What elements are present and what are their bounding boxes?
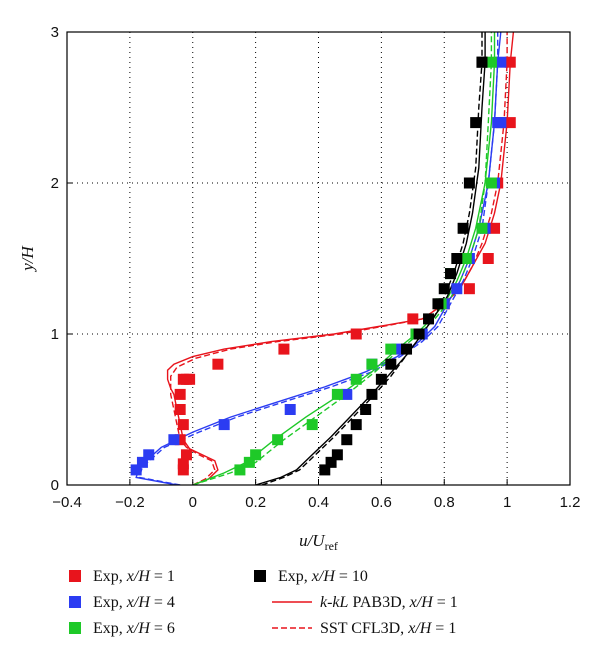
data-point (489, 222, 501, 234)
data-point (319, 464, 331, 476)
data-point (234, 464, 246, 476)
data-point (331, 388, 343, 400)
data-point (438, 283, 450, 295)
data-point (212, 358, 224, 370)
data-point (174, 404, 186, 415)
legend-label: k-kL PAB3D, x/H = 1 (320, 594, 458, 611)
data-point (184, 373, 196, 385)
legend-swatch (69, 622, 81, 634)
x-tick-label: 0.8 (434, 494, 455, 511)
data-point (432, 298, 444, 310)
data-point (350, 373, 362, 385)
data-point (168, 434, 180, 446)
data-point (341, 434, 353, 446)
legend: Exp, x/H = 1 Exp, x/H = 4 Exp, x/H = 6 Exp,… (69, 568, 458, 637)
legend-label: SST CFL3D, x/H = 1 (320, 620, 456, 637)
data-point (306, 419, 318, 431)
data-point (218, 419, 230, 431)
y-tick-label: 2 (51, 175, 59, 192)
data-point (495, 117, 507, 129)
legend-swatch (69, 570, 81, 582)
data-point (350, 419, 362, 431)
data-point (177, 464, 189, 476)
data-point (463, 177, 475, 189)
data-point (504, 117, 516, 129)
data-point (180, 449, 192, 461)
data-point (495, 56, 507, 68)
legend-label: Exp, x/H = 1 (93, 568, 175, 585)
y-tick-label: 0 (51, 477, 59, 494)
data-point (360, 404, 372, 415)
legend-label: Exp, x/H = 6 (93, 620, 175, 637)
data-point (177, 458, 189, 470)
legend-swatch (69, 596, 81, 608)
data-point (413, 328, 425, 340)
x-tick-label: 0 (189, 494, 197, 511)
x-tick-label: 0.2 (245, 494, 266, 511)
data-point (470, 117, 482, 129)
data-point (460, 253, 472, 264)
legend-label: Exp, x/H = 4 (93, 594, 175, 611)
data-point (391, 343, 403, 355)
x-tick-label: −0.2 (115, 494, 145, 511)
data-point (325, 456, 337, 468)
ticks: −0.4 −0.2 0 0.2 0.4 0.6 0.8 1 1.2 0 1 2 3 (51, 24, 581, 511)
data-point (482, 253, 494, 264)
data-point (366, 358, 378, 370)
data-point (476, 56, 488, 68)
legend-swatch (254, 570, 266, 582)
y-tick-label: 3 (51, 24, 59, 41)
data-point (504, 56, 516, 68)
data-point (174, 434, 186, 446)
data-point (451, 283, 463, 295)
x-tick-label: 1 (503, 494, 511, 511)
data-point (250, 449, 262, 461)
data-point (284, 404, 296, 415)
data-point (451, 253, 463, 264)
data-point (350, 328, 362, 340)
x-tick-label: 0.6 (371, 494, 392, 511)
series-line (192, 32, 496, 485)
data-point (463, 283, 475, 295)
data-point (407, 313, 419, 325)
data-point (485, 56, 497, 68)
x-tick-label: −0.4 (52, 494, 82, 511)
data-point (423, 313, 435, 325)
data-point (272, 434, 284, 446)
x-tick-label: 1.2 (560, 494, 581, 511)
data-point (278, 343, 290, 355)
data-point (177, 419, 189, 431)
y-tick-label: 1 (51, 326, 59, 343)
data-point (445, 268, 457, 280)
data-point (476, 222, 488, 234)
data-point (243, 456, 255, 468)
data-point (143, 449, 155, 461)
legend-label: Exp, x/H = 10 (278, 568, 368, 585)
data-point (130, 464, 142, 476)
data-point (174, 388, 186, 400)
data-point (366, 388, 378, 400)
grid (67, 32, 570, 485)
data-point (341, 388, 353, 400)
x-tick-label: 0.4 (308, 494, 329, 511)
data-point (457, 222, 469, 234)
data-point (401, 343, 413, 355)
data-point (331, 449, 343, 461)
y-axis-label: y/H (18, 245, 37, 273)
data-point (136, 456, 148, 468)
markers (130, 56, 516, 476)
data-point (485, 177, 497, 189)
series-line (255, 32, 486, 485)
data-point (385, 343, 397, 355)
series-line (261, 32, 483, 485)
series-line (192, 32, 493, 485)
data-point (375, 373, 387, 385)
data-point (385, 358, 397, 370)
x-axis-label: u/Uref (299, 531, 338, 553)
